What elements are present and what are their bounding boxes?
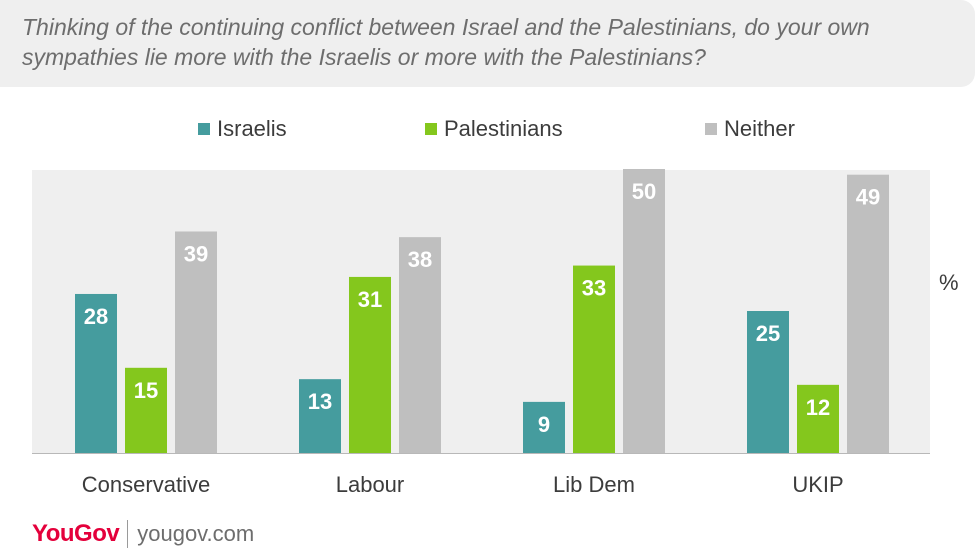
bar-lib-dem-israelis: [523, 401, 565, 453]
bar-ukip-palestinians: [797, 384, 839, 453]
category-label: UKIP: [792, 472, 843, 497]
data-label: 31: [358, 287, 382, 312]
legend-label: Palestinians: [444, 116, 563, 141]
bar-labour-israelis: [299, 379, 341, 453]
x-axis-baseline: [32, 453, 930, 454]
legend-swatch: [425, 123, 437, 135]
bar-lib-dem-palestinians: [573, 265, 615, 453]
legend-item-israelis: Israelis: [198, 116, 287, 142]
data-label: 12: [806, 395, 830, 420]
bar-lib-dem-neither: [623, 169, 665, 453]
chart-title: Thinking of the continuing conflict betw…: [22, 14, 870, 70]
bar-labour-palestinians: [349, 276, 391, 453]
legend-swatch: [705, 123, 717, 135]
legend-swatch: [198, 123, 210, 135]
brand-footer: YouGov yougov.com: [32, 517, 254, 551]
bar-ukip-neither: [847, 174, 889, 453]
category-label: Lib Dem: [553, 472, 635, 497]
legend-label: Neither: [724, 116, 795, 141]
data-label: 25: [756, 321, 780, 346]
category-label: Labour: [336, 472, 405, 497]
bar-conservative-neither: [175, 231, 217, 453]
bar-conservative-palestinians: [125, 367, 167, 453]
bar-ukip-israelis: [747, 311, 789, 453]
title-box: Thinking of the continuing conflict betw…: [0, 0, 975, 87]
data-label: 9: [538, 412, 550, 437]
unit-label: %: [939, 270, 959, 295]
brand-divider: [127, 520, 129, 548]
brand-url: yougov.com: [137, 521, 255, 546]
legend: Israelis Palestinians Neither: [0, 116, 975, 146]
data-label: 39: [184, 241, 208, 266]
data-label: 49: [856, 185, 880, 210]
data-label: 13: [308, 389, 332, 414]
bar-labour-neither: [399, 237, 441, 453]
category-label: Conservative: [82, 472, 210, 497]
legend-item-palestinians: Palestinians: [425, 116, 563, 142]
data-label: 28: [84, 304, 108, 329]
legend-label: Israelis: [217, 116, 287, 141]
data-label: 50: [632, 179, 656, 204]
yougov-logo: YouGov: [32, 520, 120, 547]
data-label: 15: [134, 378, 158, 403]
data-label: 38: [408, 247, 432, 272]
data-label: 33: [582, 276, 606, 301]
legend-item-neither: Neither: [705, 116, 795, 142]
bar-conservative-israelis: [75, 293, 117, 453]
